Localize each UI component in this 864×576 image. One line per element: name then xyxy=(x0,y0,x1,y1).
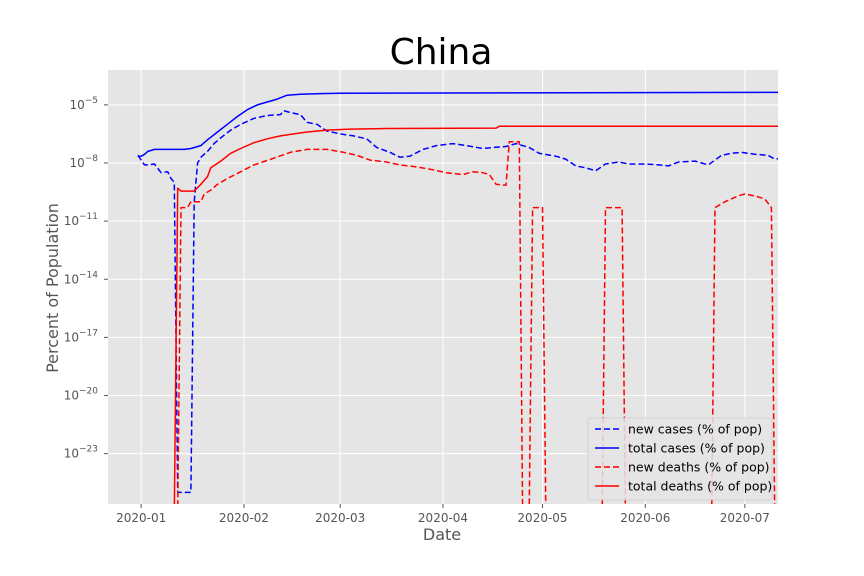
series-line-new-cases-of-pop xyxy=(137,109,778,494)
series-line-total-cases-of-pop xyxy=(137,91,778,157)
series-line-total-deaths-of-pop xyxy=(173,125,778,504)
y-tick-label: 10−11 xyxy=(64,212,98,228)
x-tick-label: 2020-04 xyxy=(418,511,468,525)
x-tick-label: 2020-01 xyxy=(116,511,166,525)
x-axis-label: Date xyxy=(423,525,461,544)
y-tick-label: 10−23 xyxy=(64,445,98,461)
legend-item: total cases (% of pop) xyxy=(628,441,765,456)
legend-box xyxy=(587,417,773,501)
x-tick-label: 2020-05 xyxy=(517,511,567,525)
x-tick-label: 2020-06 xyxy=(620,511,670,525)
chart-title: China xyxy=(390,32,493,73)
y-tick-label: 10−5 xyxy=(69,96,98,112)
series-line-new-deaths-of-pop xyxy=(177,140,776,504)
legend-item: new deaths (% of pop) xyxy=(628,460,770,475)
y-tick-label: 10−20 xyxy=(64,387,99,403)
x-tick-label: 2020-07 xyxy=(720,511,770,525)
legend: new cases (% of pop) total cases (% of po… xyxy=(587,417,773,501)
y-axis-label: Percent of Population xyxy=(43,203,62,373)
plot-area: 10−23 10−20 10−17 10−14 10−11 10−8 10−5 2020-01… xyxy=(64,70,778,525)
y-tick-label: 10−8 xyxy=(69,154,98,170)
x-tick-label: 2020-03 xyxy=(315,511,365,525)
legend-item: new cases (% of pop) xyxy=(628,422,762,437)
y-tick-label: 10−14 xyxy=(64,270,99,286)
y-tick-label: 10−17 xyxy=(64,328,98,344)
legend-item: total deaths (% of pop) xyxy=(628,479,772,494)
x-tick-label: 2020-02 xyxy=(219,511,269,525)
